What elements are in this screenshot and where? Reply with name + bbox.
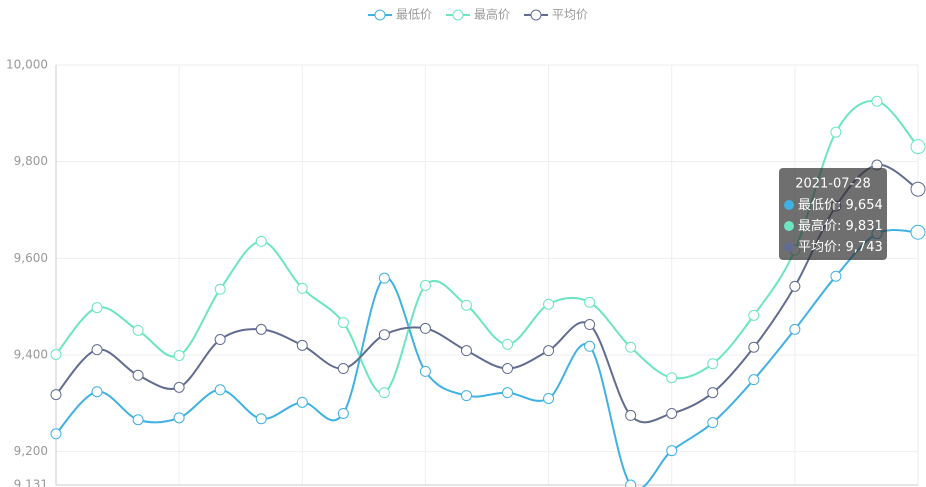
tooltip-title: 2021-07-28 — [795, 177, 871, 192]
point — [378, 329, 390, 341]
tooltip: 2021-07-28 最低价: 9,654 最高价: 9,831 平均价: 9,743 — [779, 168, 887, 260]
tooltip-value: 9,831 — [846, 219, 883, 234]
line — [55, 99, 919, 394]
point — [748, 341, 760, 353]
point — [255, 413, 267, 425]
y-tick-label: 9,600 — [14, 251, 48, 265]
point — [460, 345, 472, 357]
point — [502, 387, 514, 399]
point — [460, 299, 472, 311]
legend-label: 平均价 — [552, 8, 588, 22]
legend-icon — [374, 9, 386, 21]
point — [173, 381, 185, 393]
point — [132, 324, 144, 336]
tooltip-name: 平均价 — [798, 240, 837, 255]
point — [707, 387, 719, 399]
point — [255, 235, 267, 247]
point — [789, 323, 801, 335]
legend-label: 最高价 — [474, 7, 510, 22]
point — [910, 139, 926, 155]
point — [584, 340, 596, 352]
y-tick-label: 9,200 — [14, 444, 48, 458]
tooltip-dot — [784, 242, 794, 252]
legend-icon — [452, 9, 464, 21]
y-tick-label: 10,000 — [6, 58, 48, 72]
point — [173, 349, 185, 361]
tooltip-sep: : — [837, 219, 846, 234]
point — [748, 309, 760, 321]
tooltip-sep: : — [837, 240, 846, 255]
point — [666, 445, 678, 457]
point — [584, 296, 596, 308]
tooltip-value: 9,654 — [846, 198, 883, 213]
tooltip-box — [779, 168, 887, 260]
point — [707, 417, 719, 429]
tooltip-dot — [784, 221, 794, 231]
y-tick-label: 9,131 — [14, 478, 48, 487]
point — [50, 349, 62, 361]
point — [337, 407, 349, 419]
point — [214, 283, 226, 295]
point — [910, 181, 926, 197]
point — [419, 279, 431, 291]
point — [50, 389, 62, 401]
point — [91, 344, 103, 356]
point — [830, 270, 842, 282]
point — [543, 298, 555, 310]
tooltip-item: 平均价: 9,743 — [798, 240, 883, 255]
point — [666, 407, 678, 419]
point — [666, 372, 678, 384]
tooltip-name: 最低价 — [798, 198, 837, 213]
point — [748, 374, 760, 386]
point — [132, 414, 144, 426]
point — [830, 126, 842, 138]
point — [502, 338, 514, 350]
point — [50, 428, 62, 440]
point — [419, 322, 431, 334]
point — [296, 339, 308, 351]
point — [871, 95, 883, 107]
point — [214, 384, 226, 396]
legend-icon — [530, 9, 542, 21]
point — [337, 363, 349, 375]
point — [296, 282, 308, 294]
point — [707, 358, 719, 370]
point — [378, 387, 390, 399]
tooltip-item: 最低价: 9,654 — [798, 198, 883, 213]
point — [378, 272, 390, 284]
point — [789, 280, 801, 292]
line — [55, 229, 919, 487]
point — [910, 224, 926, 240]
point — [214, 334, 226, 346]
point — [625, 341, 637, 353]
point — [460, 390, 472, 402]
tooltip-value: 9,743 — [846, 240, 883, 255]
point — [337, 317, 349, 329]
line — [55, 164, 919, 424]
point — [584, 319, 596, 331]
point — [543, 345, 555, 357]
point — [255, 323, 267, 335]
point — [173, 412, 185, 424]
tooltip-item: 最高价: 9,831 — [798, 218, 883, 234]
point — [91, 302, 103, 314]
y-tick-label: 9,800 — [14, 154, 48, 168]
point — [132, 369, 144, 381]
tooltip-dot — [784, 200, 794, 210]
point — [502, 363, 514, 375]
point — [296, 396, 308, 408]
point — [543, 392, 555, 404]
legend-label: 最低价 — [396, 8, 432, 22]
point — [625, 479, 637, 487]
point — [91, 386, 103, 398]
point — [625, 409, 637, 421]
tooltip-sep: : — [837, 198, 846, 213]
y-tick-label: 9,400 — [14, 347, 48, 361]
point — [419, 365, 431, 377]
tooltip-name: 最高价 — [798, 218, 837, 234]
